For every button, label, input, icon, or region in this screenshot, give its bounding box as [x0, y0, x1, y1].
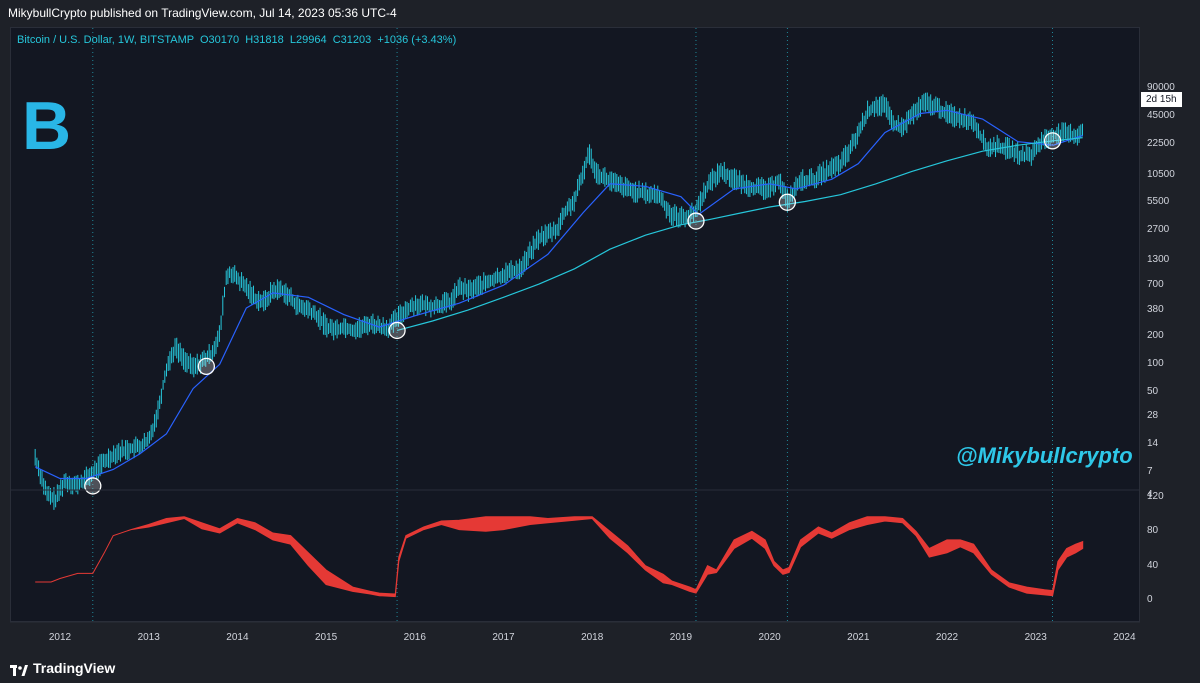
bitcoin-logo-icon: B — [22, 88, 72, 164]
oscillator-tick-label: 120 — [1147, 491, 1164, 502]
year-tick-label: 2023 — [1024, 632, 1047, 643]
year-tick-label: 2021 — [847, 632, 870, 643]
price-tick-label: 7 — [1147, 466, 1153, 478]
cross-marker — [84, 477, 102, 495]
price-tick-label: 22500 — [1147, 138, 1175, 150]
tradingview-mark-icon — [10, 663, 28, 676]
price-tick-label: 45000 — [1147, 110, 1175, 122]
oscillator-tick-label: 40 — [1147, 559, 1159, 571]
tradingview-logo[interactable]: TradingView — [10, 660, 115, 676]
year-tick-label: 2012 — [48, 632, 72, 643]
publisher-text: MikybullCrypto published on TradingView.… — [8, 6, 397, 20]
symbol-legend[interactable]: Bitcoin / U.S. Dollar, 1W, BITSTAMP O301… — [17, 34, 457, 46]
price-tick-label: 5500 — [1147, 195, 1170, 207]
cross-markers — [84, 132, 1062, 495]
tradingview-brand: TradingView — [33, 660, 116, 676]
year-tick-label: 2014 — [226, 632, 249, 643]
price-candles — [34, 92, 1084, 510]
footer-bar: TradingView — [0, 652, 1200, 683]
price-tick-label: 50 — [1147, 386, 1159, 398]
year-tick-label: 2022 — [935, 632, 959, 643]
year-tick-label: 2015 — [314, 632, 338, 643]
oscillator-tick-label: 0 — [1147, 594, 1153, 605]
cross-marker — [1043, 132, 1062, 150]
ma-slow-line — [396, 137, 1083, 331]
cross-marker — [197, 357, 216, 376]
ma-fast-line — [34, 109, 1083, 480]
price-tick-label: 28 — [1147, 409, 1159, 421]
author-watermark: @Mikybullcrypto — [956, 443, 1133, 468]
year-tick-label: 2024 — [1113, 632, 1136, 643]
price-tick-label: 380 — [1147, 304, 1164, 316]
oscillator-tick-label: 80 — [1147, 525, 1159, 537]
oscillator-panel — [35, 516, 1084, 598]
price-tick-label: 14 — [1147, 438, 1159, 450]
cross-marker — [687, 212, 705, 230]
bar-countdown-label: 2d 15h — [1141, 92, 1182, 107]
price-tick-label: 90000 — [1147, 82, 1175, 93]
price-tick-label: 1300 — [1147, 254, 1170, 266]
moving-averages — [34, 109, 1083, 480]
year-tick-label: 2019 — [669, 632, 693, 643]
price-tick-label: 100 — [1147, 358, 1164, 370]
year-tick-label: 2020 — [758, 632, 781, 643]
price-tick-label: 10500 — [1147, 169, 1175, 181]
price-tick-label: 200 — [1147, 330, 1164, 342]
year-tick-label: 2018 — [581, 632, 604, 643]
cross-marker — [388, 321, 406, 340]
year-tick-label: 2016 — [403, 632, 426, 643]
year-tick-label: 2013 — [137, 632, 160, 643]
price-tick-label: 2700 — [1147, 224, 1170, 236]
price-tick-label: 4 — [1147, 489, 1153, 500]
price-tick-label: 700 — [1147, 279, 1164, 291]
cross-marker — [778, 193, 796, 211]
publish-bar: MikybullCrypto published on TradingView.… — [0, 0, 1200, 27]
year-tick-label: 2017 — [492, 632, 515, 643]
oscillator-band — [35, 516, 1084, 598]
